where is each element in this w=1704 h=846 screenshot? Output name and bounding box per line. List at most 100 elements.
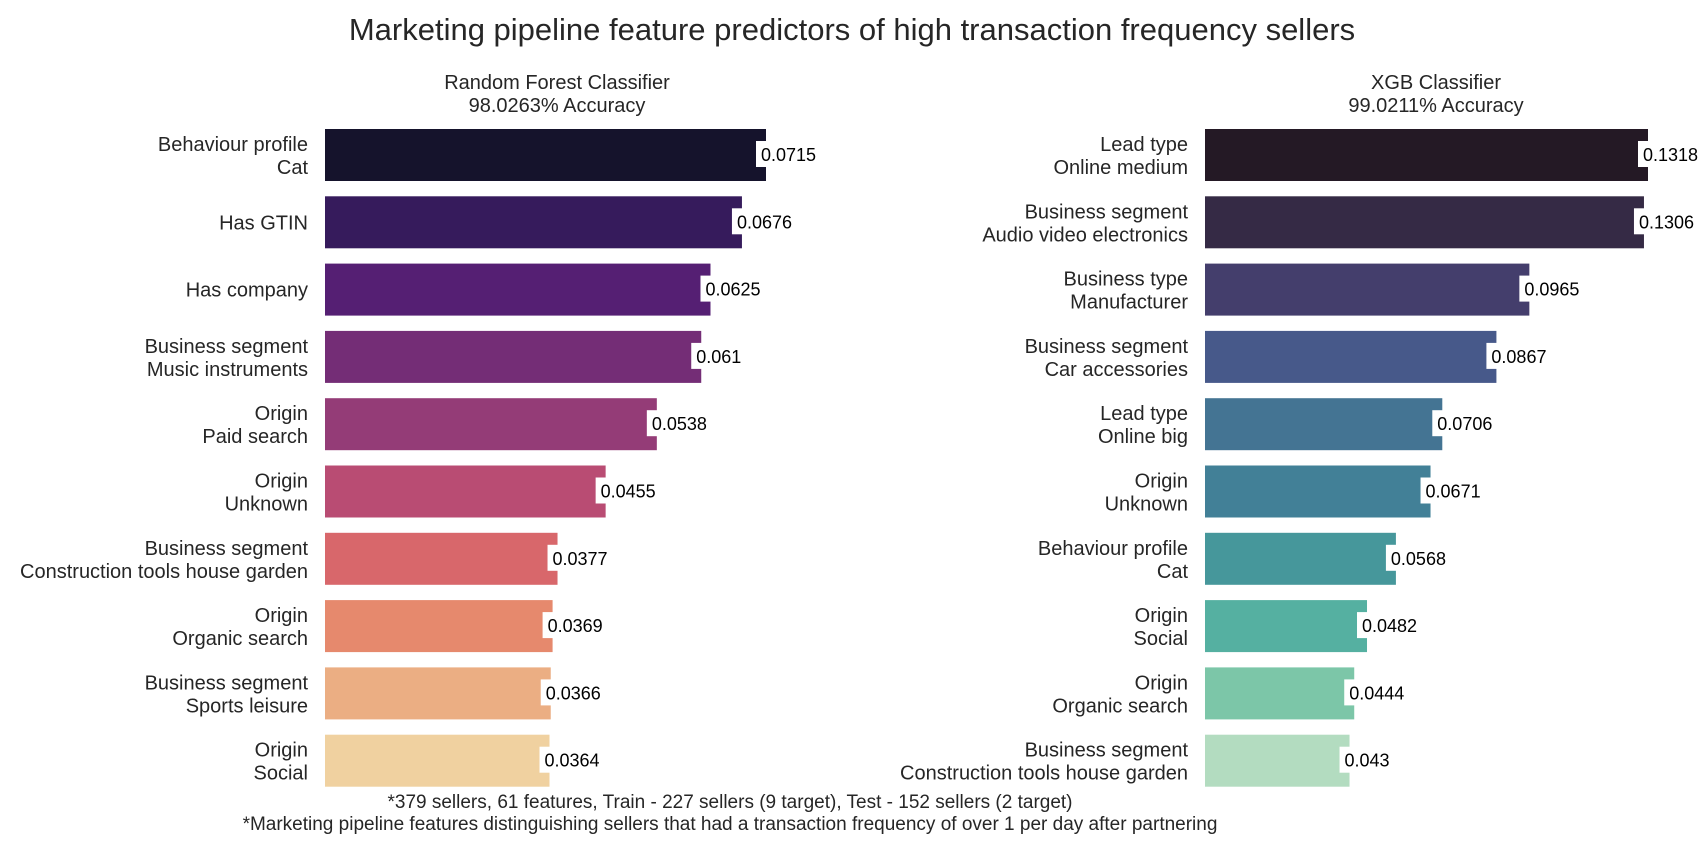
rf-value-label-box [691,342,755,369]
xgb-value-label-box [1357,612,1432,639]
xgb-category-label: Business segment [1025,336,1189,358]
xgb-value-label: 0.0867 [1491,347,1546,367]
xgb-value-label-box [1432,410,1507,437]
rf-category-label: Construction tools house garden [20,561,308,583]
rf-bar [325,196,742,249]
rf-value-label-box [731,208,806,235]
rf-category-label: Business segment [145,336,309,358]
xgb-bar [1205,532,1396,585]
xgb-category-label: Manufacturer [1070,292,1188,314]
rf-category-label: Business segment [145,672,309,694]
xgb-value-label-box [1633,208,1704,235]
xgb-bar [1205,600,1368,653]
rf-value-label-box [756,141,830,167]
xgb-bar [1205,263,1530,316]
rf-value-label: 0.0366 [546,683,601,703]
rf-subtitle-line: Random Forest Classifier [444,72,670,94]
rf-category-label: Business segment [145,538,309,560]
xgb-category-label: Construction tools house garden [900,763,1188,785]
xgb-value-label: 0.1318 [1643,145,1698,165]
rf-value-label-box [646,410,721,437]
xgb-value-label: 0.0671 [1426,482,1481,502]
rf-category-label: Origin [255,471,308,493]
xgb-value-label: 0.0965 [1524,280,1579,300]
xgb-bar [1205,465,1431,518]
rf-subtitle-line: 98.0263% Accuracy [469,95,646,117]
xgb-value-label: 0.0482 [1362,616,1417,636]
xgb-category-label: Business segment [1025,201,1189,223]
rf-category-label: Music instruments [147,359,308,381]
xgb-value-label: 0.0706 [1437,414,1492,434]
rf-category-label: Has GTIN [219,212,308,234]
rf-value-label-box [540,679,615,706]
xgb-category-label: Organic search [1052,695,1188,717]
xgb-value-label-box [1638,141,1704,167]
xgb-bar [1205,196,1644,249]
xgb-category-label: Origin [1135,605,1188,627]
xgb-value-label-box [1344,679,1419,706]
rf-value-label-box [700,275,775,302]
xgb-value-label-box [1519,275,1594,302]
rf-bar [325,465,606,518]
xgb-category-label: Business type [1063,269,1188,291]
xgb-value-label: 0.0568 [1391,549,1446,569]
rf-value-label: 0.0676 [737,212,792,232]
rf-value-label: 0.0369 [548,616,603,636]
xgb-category-label: Car accessories [1045,359,1188,381]
rf-value-label: 0.0364 [545,751,600,771]
rf-value-label: 0.0377 [553,549,608,569]
rf-bar [325,734,550,787]
xgb-category-label: Cat [1157,561,1189,583]
xgb-value-label: 0.0444 [1349,683,1404,703]
xgb-category-label: Business segment [1025,740,1189,762]
xgb-bar [1205,398,1443,451]
xgb-subtitle-line: 99.0211% Accuracy [1348,95,1523,117]
rf-category-label: Unknown [225,494,308,516]
footnote-definition: *Marketing pipeline features distinguish… [242,814,1218,835]
xgb-bar [1205,129,1648,181]
xgb-category-label: Behaviour profile [1038,538,1188,560]
xgb-category-label: Social [1134,628,1188,650]
rf-bar [325,398,657,451]
rf-value-label-box [542,612,617,639]
xgb-category-label: Online big [1098,426,1188,448]
rf-value-label: 0.061 [696,347,741,367]
rf-category-label: Paid search [202,426,308,448]
xgb-category-label: Audio video electronics [982,224,1188,246]
xgb-category-label: Online medium [1053,157,1188,179]
xgb-value-label-box [1339,746,1403,773]
rf-category-label: Cat [277,157,309,179]
rf-bar [325,600,553,653]
rf-bar [325,263,711,316]
rf-bar [325,532,558,585]
xgb-bar [1205,667,1355,720]
footnote-dataset: *379 sellers, 61 features, Train - 227 s… [387,792,1073,813]
xgb-value-label: 0.043 [1345,751,1390,771]
xgb-category-label: Origin [1135,471,1188,493]
rf-category-label: Origin [255,605,308,627]
xgb-bar [1205,330,1497,383]
rf-category-label: Origin [255,740,308,762]
rf-category-label: Social [254,763,308,785]
rf-value-label-box [539,746,614,773]
rf-value-label-box [547,544,622,571]
rf-value-label: 0.0715 [761,145,816,165]
xgb-category-label: Unknown [1105,494,1188,516]
rf-category-label: Origin [255,403,308,425]
rf-category-label: Sports leisure [186,695,308,717]
xgb-value-label-box [1486,342,1561,369]
rf-value-label: 0.0625 [705,280,760,300]
rf-bar [325,667,551,720]
rf-bar [325,330,702,383]
chart-title: Marketing pipeline feature predictors of… [348,12,1356,47]
xgb-bar [1205,734,1350,787]
xgb-value-label-box [1385,544,1460,571]
rf-value-label: 0.0538 [652,414,707,434]
rf-category-label: Has company [186,280,308,302]
xgb-subtitle-line: XGB Classifier [1371,72,1501,94]
xgb-value-label-box [1420,477,1495,504]
xgb-value-label: 0.1306 [1639,212,1694,232]
rf-value-label-box [595,477,670,504]
xgb-category-label: Lead type [1100,134,1188,156]
